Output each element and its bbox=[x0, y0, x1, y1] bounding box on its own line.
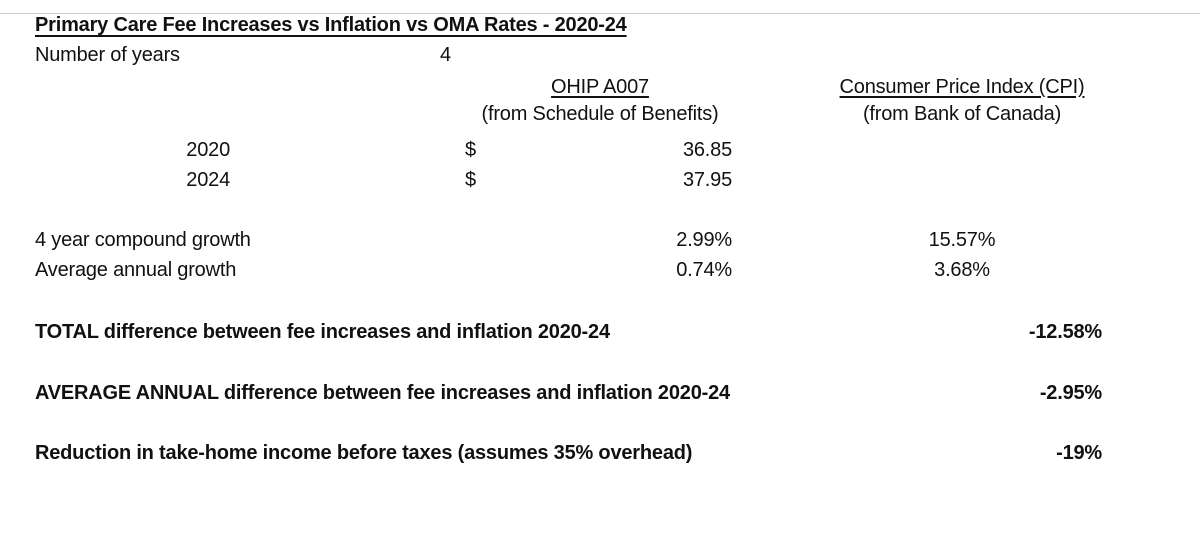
fee-row-year: 2024 bbox=[186, 169, 230, 191]
column-header-cpi: Consumer Price Index (CPI) bbox=[812, 76, 1112, 99]
fee-row-year: 2020 bbox=[186, 139, 230, 161]
currency-symbol: $ bbox=[465, 139, 476, 161]
summary-row-label: AVERAGE ANNUAL difference between fee in… bbox=[35, 382, 730, 404]
growth-row-cpi-value: 15.57% bbox=[928, 229, 996, 251]
growth-row-ohip-value: 0.74% bbox=[676, 259, 732, 281]
summary-row-value: -12.58% bbox=[1028, 321, 1102, 343]
page-title: Primary Care Fee Increases vs Inflation … bbox=[35, 14, 627, 36]
number-of-years-value: 4 bbox=[440, 44, 451, 66]
summary-row-value: -2.95% bbox=[1039, 382, 1102, 404]
summary-row-value: -19% bbox=[1056, 442, 1102, 464]
growth-row-label: 4 year compound growth bbox=[35, 229, 251, 251]
column-header-ohip-title: OHIP A007 bbox=[551, 76, 649, 98]
fee-row-amount: 37.95 bbox=[682, 169, 732, 191]
column-header-ohip: OHIP A007 bbox=[450, 76, 750, 99]
number-of-years-label: Number of years bbox=[35, 44, 180, 66]
summary-row-label: TOTAL difference between fee increases a… bbox=[35, 321, 610, 343]
column-subheader-ohip: (from Schedule of Benefits) bbox=[481, 103, 719, 125]
summary-row-label: Reduction in take-home income before tax… bbox=[35, 442, 693, 464]
growth-row-cpi-value: 3.68% bbox=[934, 259, 990, 281]
top-divider bbox=[0, 13, 1200, 14]
fee-row-amount: 36.85 bbox=[682, 139, 732, 161]
column-header-cpi-title: Consumer Price Index (CPI) bbox=[839, 76, 1085, 98]
currency-symbol: $ bbox=[465, 169, 476, 191]
growth-row-ohip-value: 2.99% bbox=[676, 229, 732, 251]
column-subheader-cpi: (from Bank of Canada) bbox=[862, 103, 1062, 125]
growth-row-label: Average annual growth bbox=[35, 259, 237, 281]
